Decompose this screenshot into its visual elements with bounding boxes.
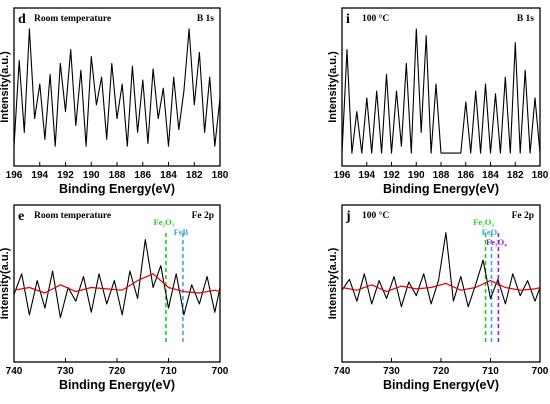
series-line-0	[341, 28, 541, 154]
element-label: Fe 2p	[192, 211, 214, 221]
x-tick-label: 184	[160, 170, 177, 181]
x-tick-label: 188	[433, 170, 450, 181]
x-tick-label: 710	[482, 366, 499, 377]
x-tick-label: 740	[334, 366, 351, 377]
annotation-label-1: FeO	[482, 227, 498, 237]
series-line-0	[341, 232, 541, 308]
y-axis-label: Intensity(a.u.)	[327, 247, 339, 319]
x-tick-label: 190	[83, 170, 100, 181]
x-tick-label: 188	[109, 170, 126, 181]
y-axis-label: Intensity(a.u.)	[0, 247, 11, 319]
x-tick-label: 196	[334, 170, 351, 181]
annotation-label-2: Fe₃O₄	[486, 237, 507, 247]
condition-label: 100 °C	[362, 13, 389, 24]
x-axis-label: Binding Energy(eV)	[59, 182, 175, 196]
x-tick-label: 180	[212, 170, 229, 181]
series-line-0	[13, 28, 221, 147]
x-tick-label: 184	[482, 170, 499, 181]
annotation-label-0: Fe₂O₃	[154, 217, 175, 227]
x-axis-label: Binding Energy(eV)	[383, 182, 499, 196]
x-tick-label: 740	[6, 366, 23, 377]
x-axis-label: Binding Energy(eV)	[383, 378, 499, 392]
series-line-1	[341, 280, 541, 293]
x-tick-label: 180	[532, 170, 549, 181]
x-tick-label: 190	[408, 170, 425, 181]
x-tick-label: 192	[57, 170, 74, 181]
x-tick-label: 720	[109, 366, 126, 377]
panel-letter: d	[18, 12, 26, 27]
x-tick-label: 730	[383, 366, 400, 377]
x-tick-label: 196	[6, 170, 23, 181]
series-line-1	[13, 273, 221, 294]
element-label: B 1s	[517, 14, 534, 24]
condition-label: Room temperature	[34, 14, 111, 24]
y-axis-label: Intensity(a.u.)	[327, 51, 339, 123]
x-tick-label: 182	[186, 170, 203, 181]
series-line-0	[13, 239, 221, 319]
panel-i: 196 194 192 190 188 186 184 182 180 Binding Energ…	[327, 7, 549, 196]
y-axis-label: Intensity(a.u.)	[0, 51, 11, 123]
x-tick-label: 710	[160, 366, 177, 377]
x-tick-label: 194	[31, 170, 48, 181]
x-tick-label: 186	[457, 170, 474, 181]
annotation-label-0: Fe₂O₃	[473, 217, 494, 227]
x-tick-label: 194	[358, 170, 375, 181]
x-tick-label: 700	[532, 366, 549, 377]
condition-label: Room temperature	[34, 211, 111, 221]
x-tick-label: 720	[433, 366, 450, 377]
annotation-label-1: FeB	[174, 227, 189, 237]
x-tick-label: 182	[507, 170, 524, 181]
plot-frame	[13, 204, 221, 363]
element-label: B 1s	[197, 14, 214, 24]
panel-letter: i	[346, 12, 350, 27]
x-tick-label: 730	[57, 366, 74, 377]
panel-letter: j	[345, 209, 351, 224]
condition-label: 100 °C	[362, 210, 389, 221]
x-tick-label: 186	[134, 170, 151, 181]
panel-d: 196 194 192 190 188 186 184 182 180 Binding Energ…	[0, 7, 229, 196]
panel-letter: e	[18, 209, 24, 224]
x-tick-label: 192	[383, 170, 400, 181]
x-tick-label: 700	[212, 366, 229, 377]
x-axis-label: Binding Energy(eV)	[59, 378, 175, 392]
element-label: Fe 2p	[512, 211, 534, 221]
